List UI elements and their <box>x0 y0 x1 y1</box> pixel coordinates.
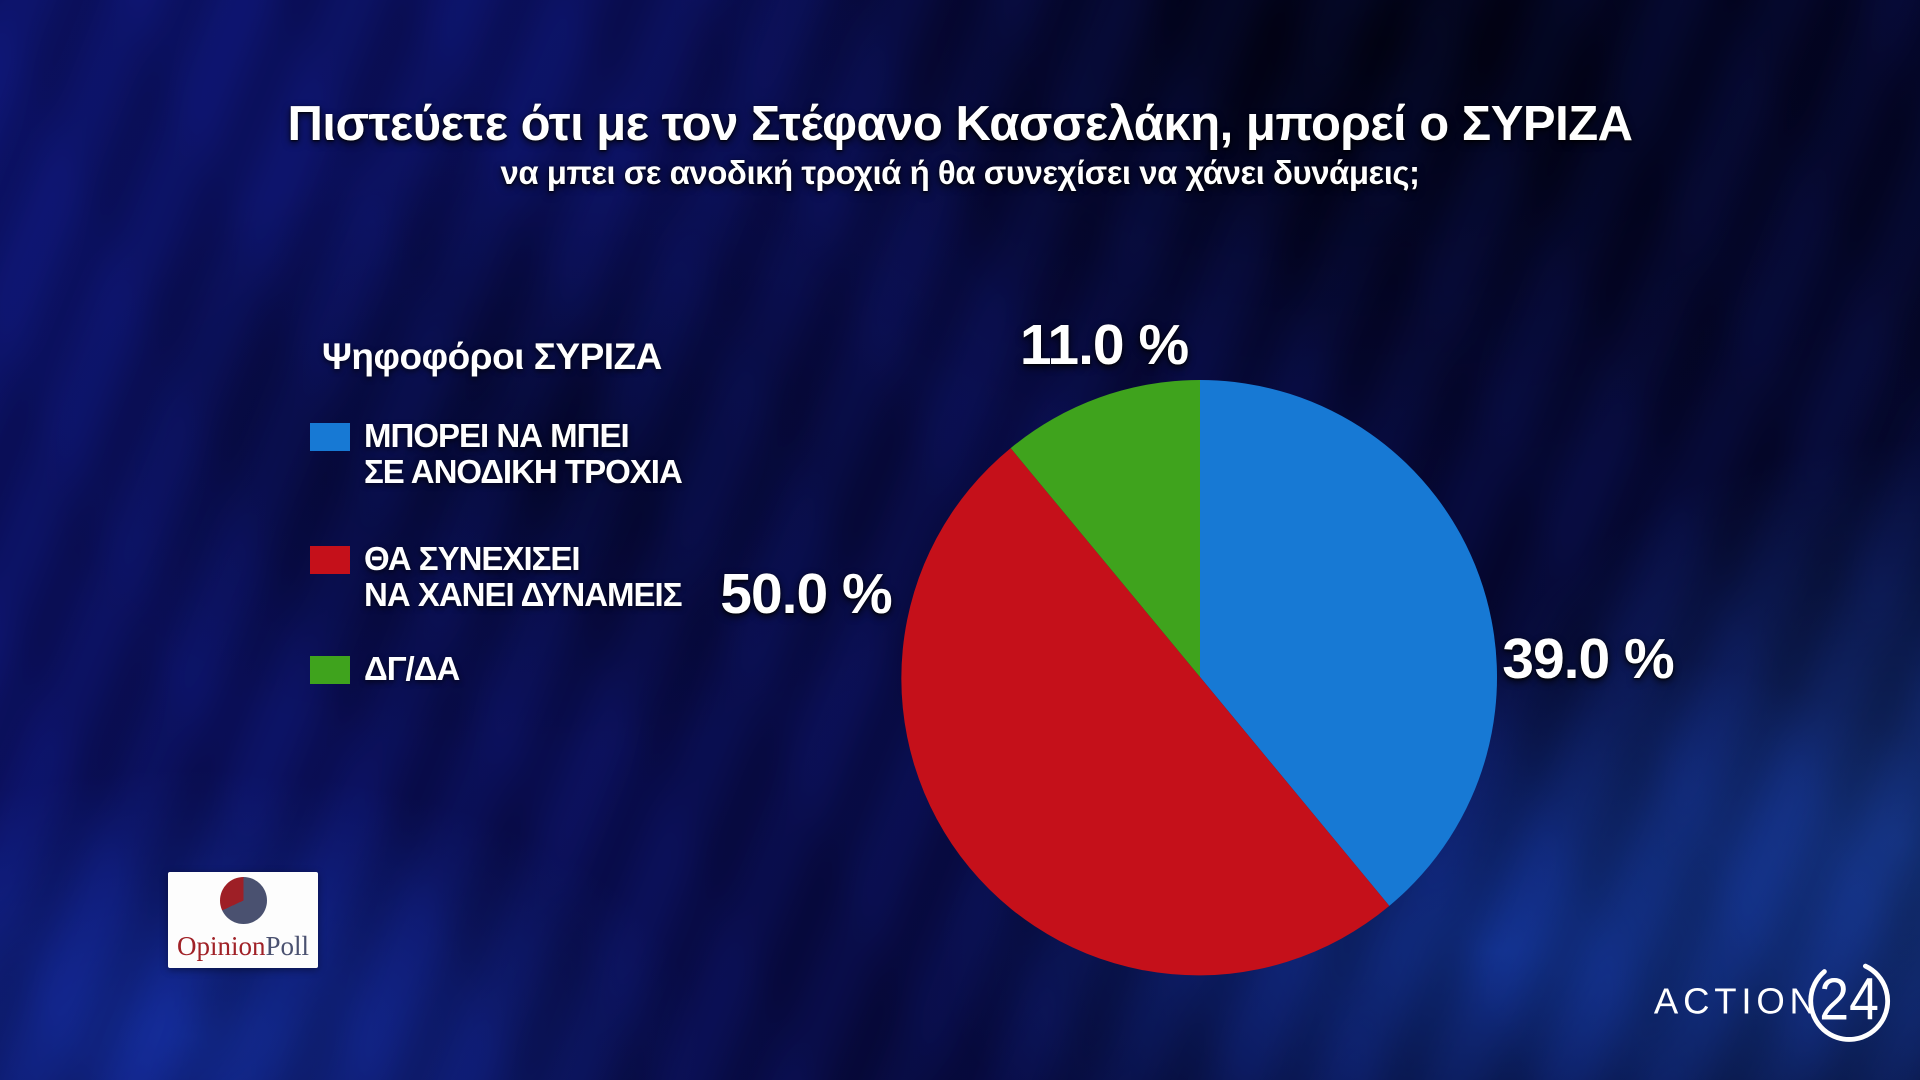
legend-label-line: ΔΓ/ΔΑ <box>364 650 460 687</box>
legend-item-can-rise: ΜΠΟΡΕΙ ΝΑ ΜΠΕΙ ΣΕ ΑΝΟΔΙΚΗ ΤΡΟΧΙΑ <box>310 417 683 490</box>
pie-slice-0 <box>1200 379 1498 906</box>
pie-chart-svg <box>901 379 1498 976</box>
channel-number-text: 24 <box>1819 965 1879 1032</box>
pollster-pie-icon <box>219 877 267 924</box>
pie-label-green: 11.0 % <box>1019 313 1189 377</box>
legend-label-line: ΘΑ ΣΥΝΕΧΙΣΕΙ <box>364 540 581 577</box>
legend-label-line: ΜΠΟΡΕΙ ΝΑ ΜΠΕΙ <box>364 417 630 454</box>
legend-item-dont-know: ΔΓ/ΔΑ <box>310 650 460 687</box>
pie-slice-2 <box>1010 379 1200 677</box>
pollster-logo: OpinionPoll <box>168 872 318 968</box>
channel-logo-svg: ACTION 24 <box>1654 963 1891 1042</box>
page-title: Πιστεύετε ότι με τον Στέφανο Κασσελάκη, … <box>287 97 1633 151</box>
legend-swatch-green <box>310 656 350 684</box>
channel-circle-arc <box>1808 963 1891 1042</box>
pie-slice-1 <box>901 448 1390 976</box>
legend-label-line: ΝΑ ΧΑΝΕΙ ΔΥΝΑΜΕΙΣ <box>364 575 682 613</box>
legend-label: ΘΑ ΣΥΝΕΧΙΣΕΙ ΝΑ ΧΑΝΕΙ ΔΥΝΑΜΕΙΣ <box>364 541 682 612</box>
page-subtitle: να μπει σε ανοδική τροχιά ή θα συνεχίσει… <box>500 154 1420 191</box>
pollster-logo-text: OpinionPoll <box>177 933 309 960</box>
legend-label: ΜΠΟΡΕΙ ΝΑ ΜΠΕΙ ΣΕ ΑΝΟΔΙΚΗ ΤΡΟΧΙΑ <box>364 417 683 490</box>
legend-label-line: ΣΕ ΑΝΟΔΙΚΗ ΤΡΟΧΙΑ <box>364 452 683 490</box>
pie-label-blue: 39.0 % <box>1502 627 1674 691</box>
channel-logo: ACTION 24 <box>1652 946 1902 1056</box>
pollster-word-poll: Poll <box>265 931 310 961</box>
pie-label-red: 50.0 % <box>720 562 892 626</box>
pie-chart <box>900 377 1500 977</box>
channel-name-text: ACTION <box>1654 981 1821 1022</box>
legend-swatch-blue <box>310 423 350 451</box>
legend-item-keep-losing: ΘΑ ΣΥΝΕΧΙΣΕΙ ΝΑ ΧΑΝΕΙ ΔΥΝΑΜΕΙΣ <box>310 541 682 612</box>
pollster-word-opinion: Opinion <box>176 931 266 961</box>
legend-swatch-red <box>310 546 350 574</box>
legend-label: ΔΓ/ΔΑ <box>364 650 460 687</box>
legend-title: Ψηφοφόροι ΣΥΡΙΖΑ <box>322 336 662 377</box>
